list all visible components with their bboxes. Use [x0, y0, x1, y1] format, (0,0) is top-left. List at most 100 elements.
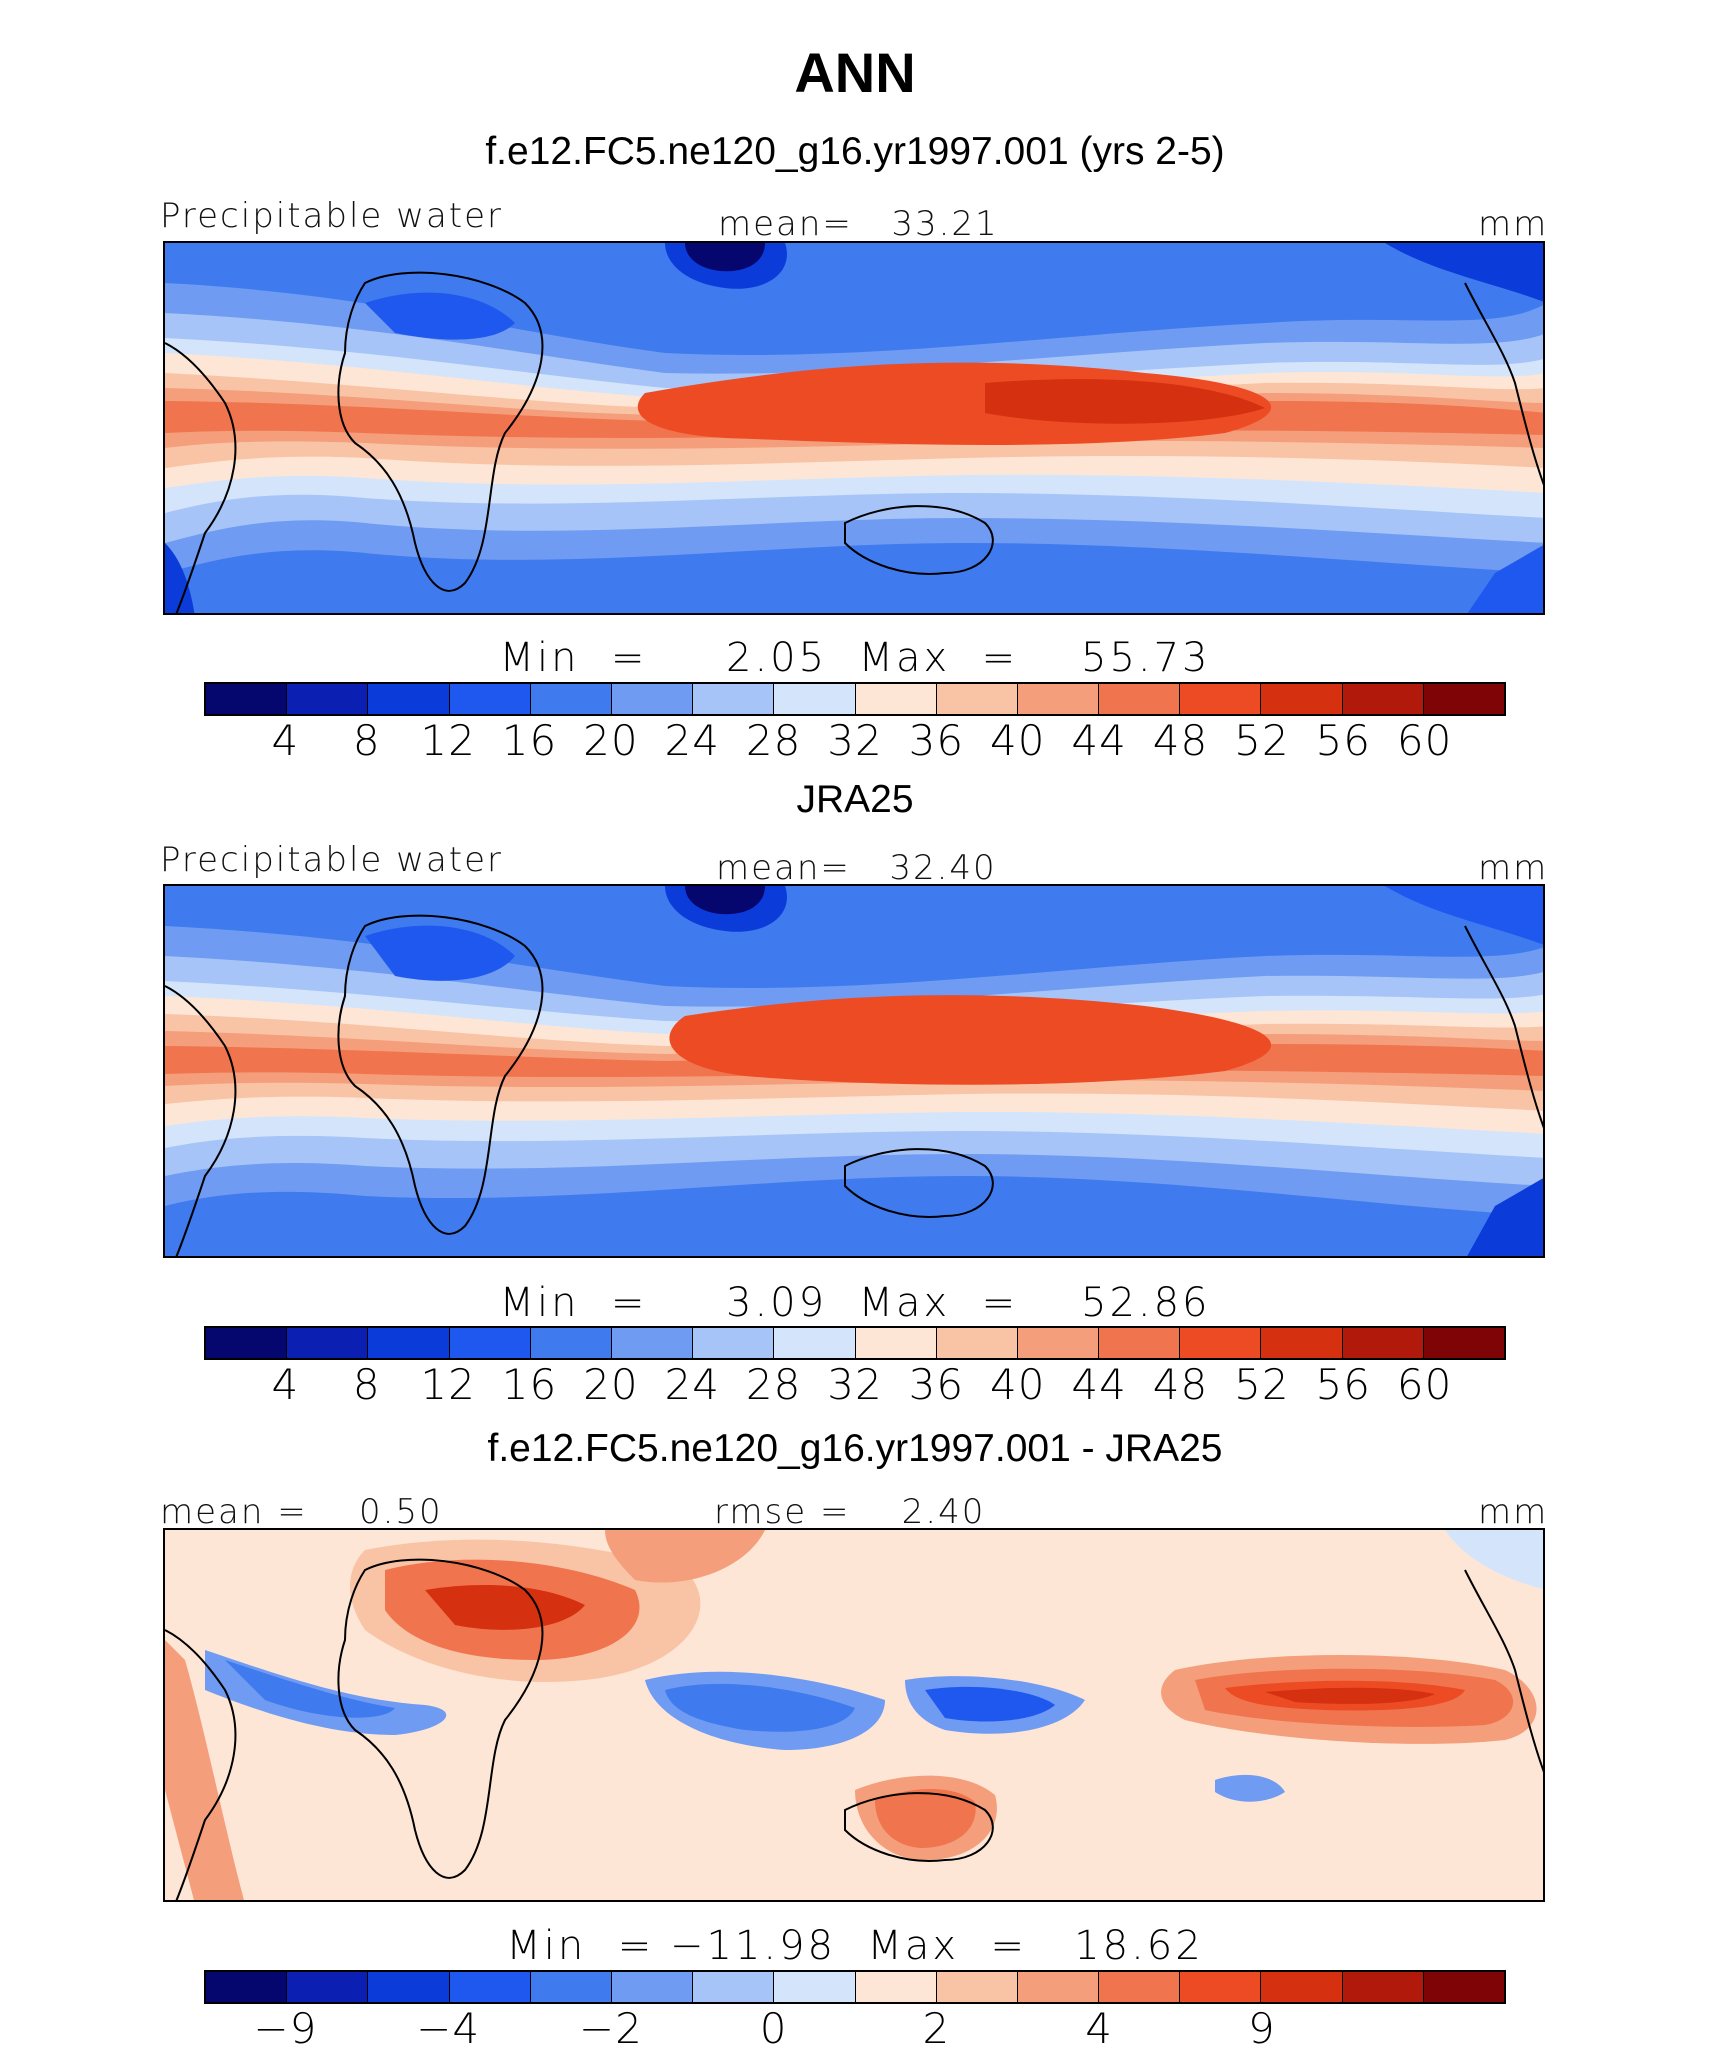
- colorbar-segment: [1261, 684, 1343, 714]
- colorbar-segment: [936, 1972, 1018, 2002]
- panel-2-colorbar: [204, 1326, 1506, 1360]
- colorbar-tick-label: 60: [1396, 1360, 1453, 1409]
- colorbar-tick-label: 40: [990, 716, 1046, 765]
- colorbar-segment: [1180, 1972, 1262, 2002]
- colorbar-segment: [1017, 684, 1100, 714]
- colorbar-segment: [287, 1972, 369, 2002]
- colorbar-tick-label: 56: [1315, 716, 1371, 765]
- panel-2-map: [163, 884, 1545, 1258]
- panel-1-variable-label: Precipitable water: [160, 196, 504, 236]
- panel-1-title: f.e12.FC5.ne120_g16.yr1997.001 (yrs 2-5): [485, 130, 1225, 173]
- colorbar-segment: [1099, 684, 1181, 714]
- colorbar-segment: [855, 1328, 937, 1358]
- colorbar-tick-label: 4: [271, 1360, 300, 1409]
- colorbar-tick-label: 16: [501, 716, 558, 765]
- figure-title: ANN: [794, 41, 916, 104]
- colorbar-tick-label: 2: [922, 2004, 951, 2053]
- colorbar-tick-label: 28: [745, 1360, 802, 1409]
- colorbar-segment: [774, 684, 856, 714]
- panel-1-colorbar: [204, 682, 1506, 716]
- colorbar-tick-label: 48: [1152, 716, 1209, 765]
- colorbar-tick-label: −2: [578, 2004, 643, 2053]
- colorbar-tick-label: 12: [420, 1360, 476, 1409]
- colorbar-segment: [611, 1972, 694, 2002]
- colorbar-segment: [1261, 1328, 1343, 1358]
- colorbar-tick-label: 60: [1396, 716, 1453, 765]
- colorbar-tick-label: 16: [501, 1360, 558, 1409]
- panel-2-variable-label: Precipitable water: [160, 840, 504, 880]
- colorbar-segment: [449, 1328, 531, 1358]
- colorbar-segment: [287, 1328, 369, 1358]
- colorbar-segment: [693, 1972, 775, 2002]
- colorbar-tick-label: 24: [664, 716, 720, 765]
- colorbar-segment: [611, 1328, 694, 1358]
- colorbar-segment: [530, 1972, 612, 2002]
- panel-2-units-label: mm: [1478, 848, 1549, 888]
- colorbar-segment: [1342, 1972, 1424, 2002]
- colorbar-tick-label: 36: [908, 716, 965, 765]
- panel-1-units-label: mm: [1478, 204, 1549, 244]
- colorbar-tick-label: −9: [253, 2004, 318, 2053]
- colorbar-segment: [1017, 1328, 1100, 1358]
- colorbar-segment: [1423, 684, 1504, 714]
- colorbar-segment: [855, 684, 937, 714]
- colorbar-tick-label: −4: [416, 2004, 481, 2053]
- colorbar-segment: [206, 1972, 288, 2002]
- panel-2-minmax: Min = 3.09 Max = 52.86: [499, 1280, 1211, 1326]
- colorbar-segment: [936, 684, 1018, 714]
- panel-1-map: [163, 241, 1545, 615]
- colorbar-segment: [774, 1972, 856, 2002]
- colorbar-segment: [936, 1328, 1018, 1358]
- colorbar-tick-label: 32: [827, 1360, 883, 1409]
- colorbar-segment: [1017, 1972, 1100, 2002]
- colorbar-segment: [368, 684, 450, 714]
- colorbar-segment: [1180, 1328, 1262, 1358]
- colorbar-tick-label: 20: [583, 1360, 639, 1409]
- colorbar-tick-label: 36: [908, 1360, 965, 1409]
- colorbar-segment: [1423, 1328, 1504, 1358]
- colorbar-segment: [1099, 1328, 1181, 1358]
- panel-2-title: JRA25: [796, 778, 914, 821]
- panel-3-title: f.e12.FC5.ne120_g16.yr1997.001 - JRA25: [487, 1427, 1223, 1470]
- colorbar-segment: [368, 1972, 450, 2002]
- colorbar-tick-label: 9: [1248, 2004, 1276, 2053]
- panel-3-map: [163, 1528, 1545, 1902]
- colorbar-tick-label: 8: [352, 1360, 381, 1409]
- colorbar-segment: [530, 1328, 612, 1358]
- panel-3-colorbar: [204, 1970, 1506, 2004]
- panel-3-map-field: [165, 1530, 1543, 1900]
- colorbar-tick-label: 24: [664, 1360, 720, 1409]
- panel-3-units-label: mm: [1478, 1492, 1549, 1532]
- colorbar-tick-label: 48: [1152, 1360, 1209, 1409]
- panel-1-minmax: Min = 2.05 Max = 55.73: [499, 635, 1211, 681]
- colorbar-segment: [1099, 1972, 1181, 2002]
- colorbar-tick-label: 28: [745, 716, 802, 765]
- colorbar-segment: [449, 684, 531, 714]
- panel-3-minmax: Min = −11.98 Max = 18.62: [506, 1923, 1204, 1969]
- panel-1-mean-label: mean= 33.21: [718, 204, 999, 244]
- colorbar-tick-label: 0: [759, 2004, 788, 2053]
- panel-3-colorbar-ticks: −9 −4 −2 0 2 4 9: [204, 2004, 1506, 2053]
- colorbar-tick-label: 4: [271, 716, 300, 765]
- colorbar-segment: [1342, 684, 1424, 714]
- panel-1-colorbar-ticks: 4 8 12 16 20 24 28 32 36 40 44 48 52 56 60: [204, 716, 1506, 765]
- colorbar-segment: [368, 1328, 450, 1358]
- panel-3-mean-label: mean = 0.50: [160, 1492, 443, 1532]
- colorbar-segment: [693, 1328, 775, 1358]
- colorbar-segment: [1180, 684, 1262, 714]
- colorbar-tick-label: 32: [827, 716, 883, 765]
- colorbar-tick-label: 52: [1234, 1360, 1290, 1409]
- panel-2-mean-label: mean= 32.40: [716, 848, 997, 888]
- panel-1-map-field: [165, 243, 1543, 613]
- colorbar-tick-label: 40: [990, 1360, 1046, 1409]
- colorbar-tick-label: 52: [1234, 716, 1290, 765]
- colorbar-segment: [774, 1328, 856, 1358]
- panel-2-colorbar-ticks: 4 8 12 16 20 24 28 32 36 40 44 48 52 56 60: [204, 1360, 1506, 1409]
- panel-3-rmse-label: rmse = 2.40: [714, 1492, 986, 1532]
- colorbar-segment: [1261, 1972, 1343, 2002]
- colorbar-segment: [611, 684, 694, 714]
- panel-2-map-field: [165, 886, 1543, 1256]
- colorbar-tick-label: 12: [420, 716, 476, 765]
- colorbar-tick-label: 8: [352, 716, 381, 765]
- colorbar-segment: [206, 1328, 288, 1358]
